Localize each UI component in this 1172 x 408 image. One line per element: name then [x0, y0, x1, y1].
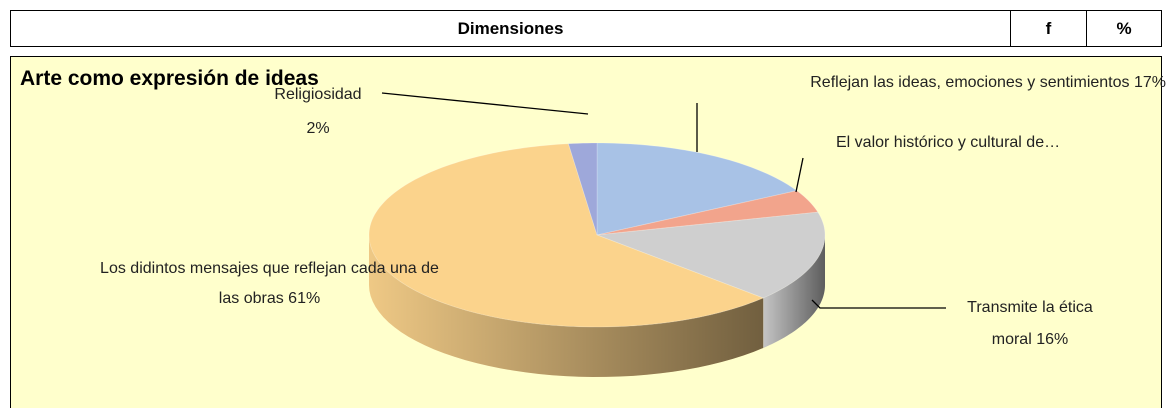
leader-line: [795, 157, 804, 193]
label-text: Religiosidad: [274, 86, 362, 103]
label-value: 61%: [288, 290, 321, 307]
pie-side-shade: [763, 235, 825, 348]
pie-slice: [368, 143, 765, 328]
leader-lines: [381, 92, 946, 309]
label-text: Los didintos mensajes que reflejan cada …: [100, 260, 439, 307]
label-text: Reflejan las ideas, emociones y sentimie…: [810, 74, 1130, 91]
pie-side-shade: [369, 235, 764, 377]
pie: [368, 142, 826, 377]
data-label: El valor histórico y cultural de…: [836, 128, 1060, 158]
label-text: El valor histórico y cultural de…: [836, 134, 1061, 151]
pie-slice: [596, 190, 819, 236]
data-label: Reflejan las ideas, emociones y sentimie…: [810, 68, 1166, 98]
leader-line: [811, 299, 946, 309]
pie-slice: [596, 211, 826, 299]
chart-title: Arte como expresión de ideas: [20, 67, 319, 90]
label-text: Transmite la ética moral: [967, 299, 1093, 348]
data-label: Transmite la ética moral 16%: [945, 292, 1115, 356]
header-cell: %: [1086, 10, 1162, 47]
data-label: Los didintos mensajes que reflejan cada …: [97, 254, 442, 314]
label-value: 17%: [1133, 74, 1166, 91]
label-value: 16%: [1036, 331, 1069, 348]
data-label: Religiosidad 2%: [248, 78, 388, 146]
pie-slice: [567, 142, 598, 236]
leader-line: [381, 92, 589, 115]
label-value: 2%: [306, 120, 330, 137]
pie-slice: [596, 142, 798, 236]
